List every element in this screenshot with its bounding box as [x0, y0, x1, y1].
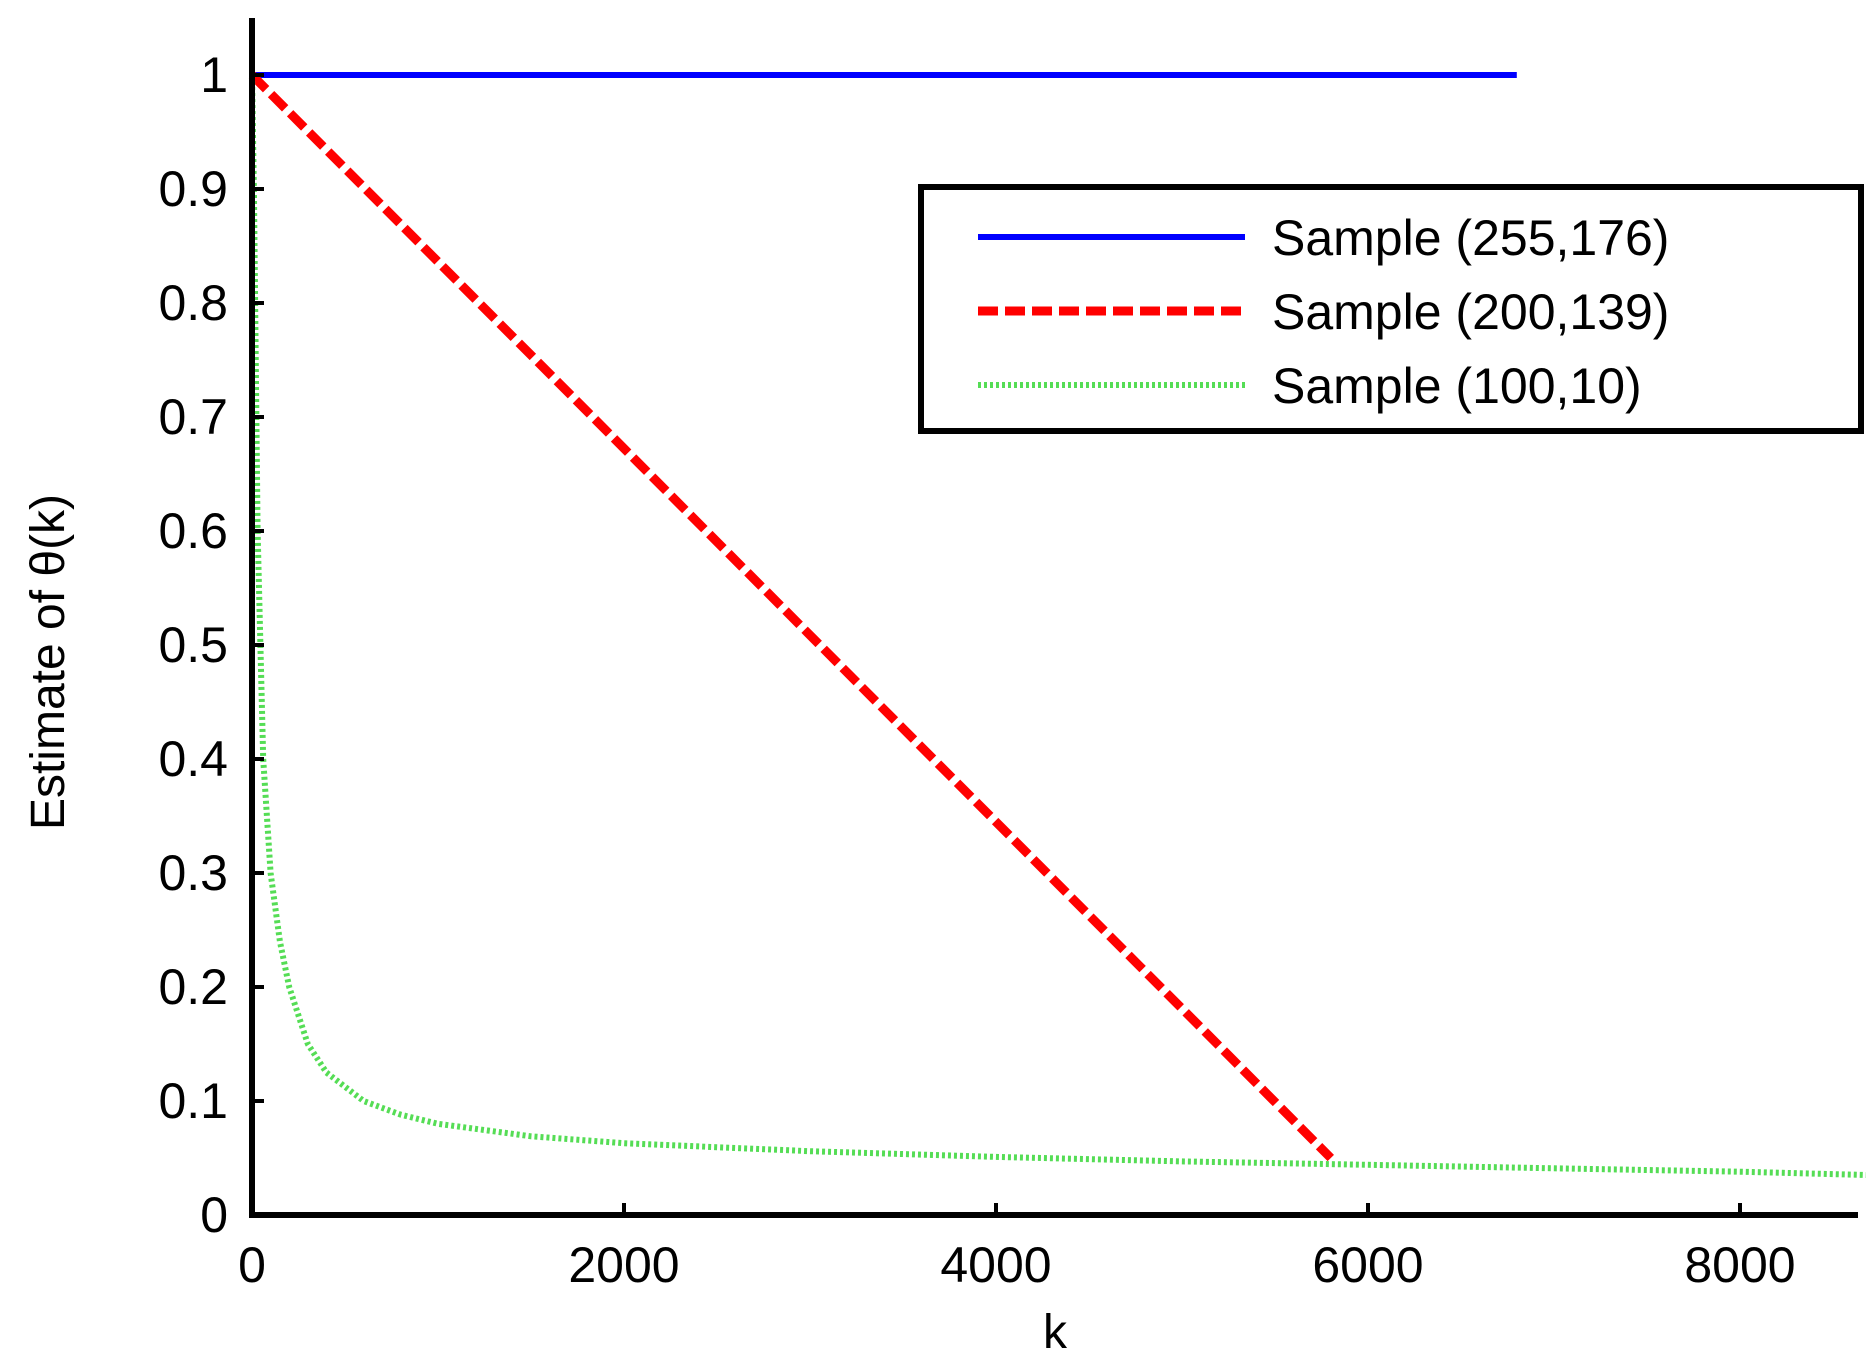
y-tick-label: 0.3 [158, 845, 228, 901]
y-tick-label: 0.1 [158, 1073, 228, 1129]
y-tick-label: 1 [200, 47, 228, 103]
x-tick-label: 6000 [1312, 1237, 1423, 1293]
x-tick-label: 2000 [568, 1237, 679, 1293]
x-axis-label: k [1043, 1306, 1068, 1357]
series-layer [248, 71, 1866, 1178]
legend-label: Sample (200,139) [1272, 284, 1669, 340]
y-tick-label: 0.7 [158, 389, 228, 445]
tick-labels: 0 0.1 0.2 0.3 0.4 0.5 0.6 0.7 0.8 0.9 1 0 2000 4000 60… [158, 47, 1795, 1293]
legend-label: Sample (100,10) [1272, 358, 1642, 414]
series-line-3 [249, 74, 1866, 1178]
y-tick-label: 0.5 [158, 617, 228, 673]
x-tick-label: 4000 [940, 1237, 1051, 1293]
y-tick-label: 0.9 [158, 161, 228, 217]
legend: Sample (255,176) Sample (200,139) Sample (… [918, 184, 1864, 434]
y-tick-label: 0.2 [158, 959, 228, 1015]
y-tick-label: 0.6 [158, 503, 228, 559]
y-tick-label: 0.4 [158, 731, 228, 787]
y-tick-label: 0.8 [158, 275, 228, 331]
y-axis-label: Estimate of θ(k) [22, 494, 75, 830]
legend-label: Sample (255,176) [1272, 210, 1669, 266]
y-tick-label: 0 [200, 1187, 228, 1243]
axes [249, 18, 1858, 1218]
x-tick-label: 0 [238, 1237, 266, 1293]
series-line-2 [248, 71, 1334, 1162]
x-tick-label: 8000 [1684, 1237, 1795, 1293]
